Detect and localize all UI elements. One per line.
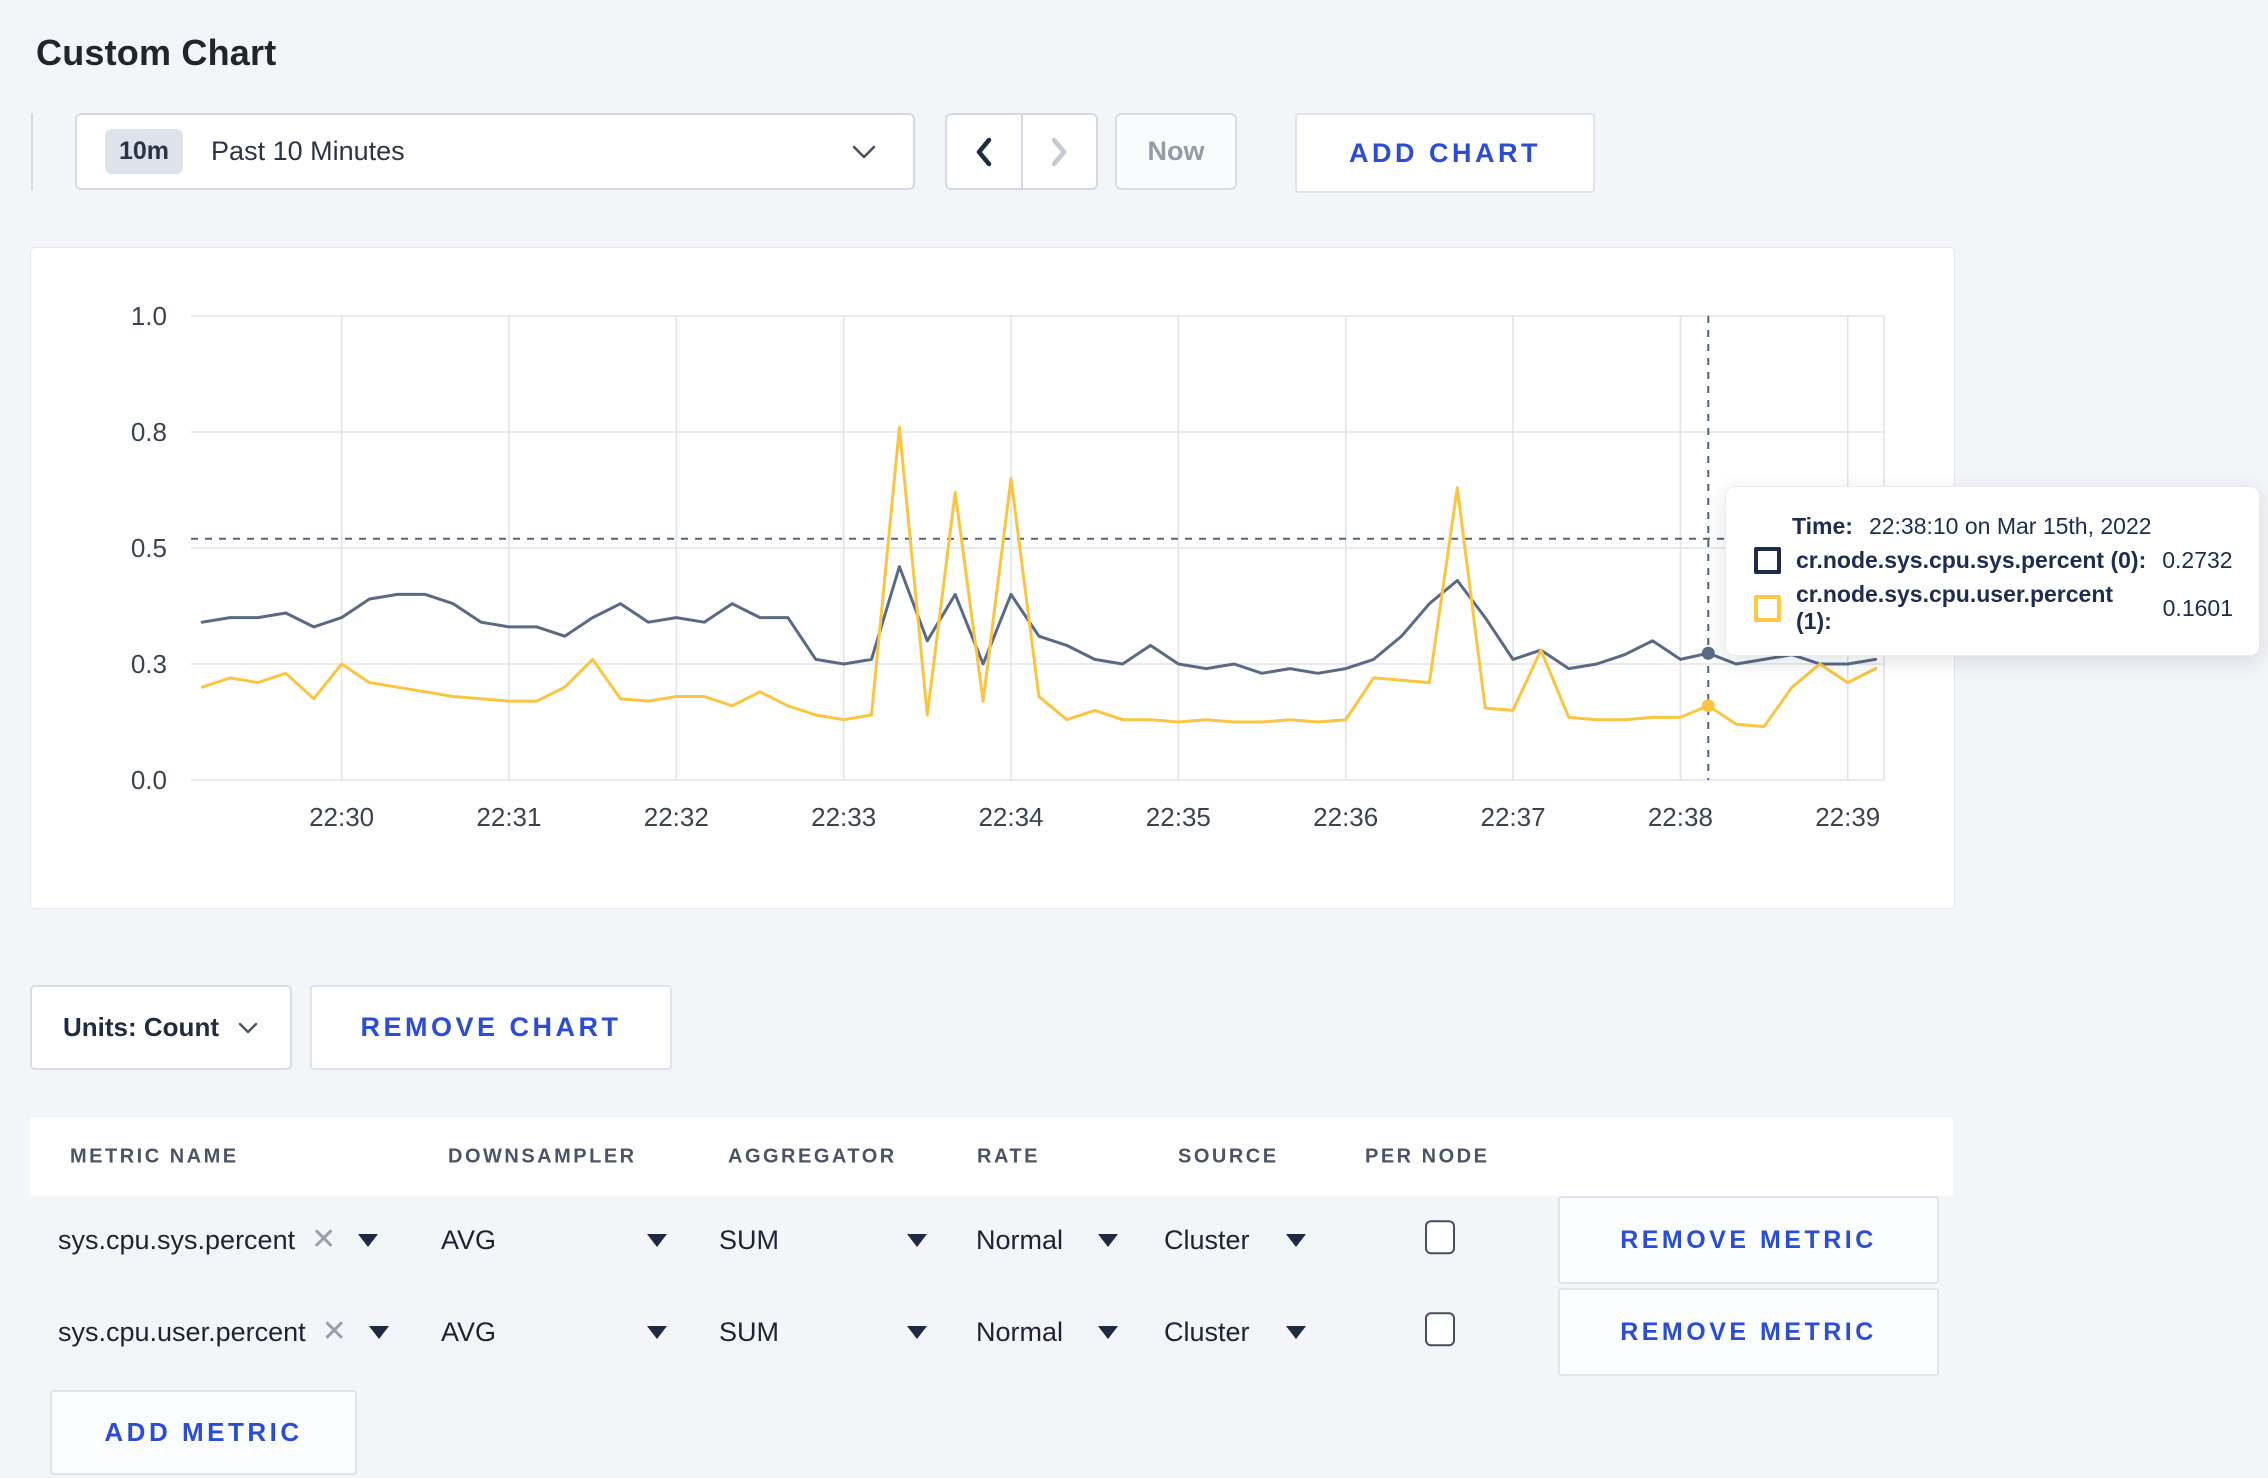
tooltip-time-label: Time: [1792, 513, 1853, 539]
downsampler-select[interactable]: AVG [441, 1196, 667, 1284]
svg-text:22:30: 22:30 [309, 802, 374, 832]
aggregator-select[interactable]: SUM [719, 1288, 927, 1376]
aggregator-value: SUM [719, 1224, 779, 1255]
aggregator-select[interactable]: SUM [719, 1196, 927, 1284]
toolbar-divider [31, 113, 33, 190]
sys-series-swatch-icon [1754, 547, 1781, 574]
downsampler-value: AVG [441, 1316, 497, 1347]
source-value: Cluster [1164, 1224, 1250, 1255]
aggregator-value: SUM [719, 1316, 779, 1347]
downsampler-select[interactable]: AVG [441, 1288, 667, 1376]
downsampler-value: AVG [441, 1224, 497, 1255]
svg-text:22:32: 22:32 [644, 802, 709, 832]
source-select[interactable]: Cluster [1164, 1196, 1306, 1284]
caret-down-icon [647, 1233, 667, 1247]
time-window-selector[interactable]: 10m Past 10 Minutes [75, 113, 915, 190]
chevron-left-icon [976, 137, 991, 166]
svg-text:0.0: 0.0 [131, 765, 167, 795]
metric-name-select[interactable]: sys.cpu.sys.percent ✕ [58, 1196, 379, 1284]
svg-text:22:31: 22:31 [476, 802, 541, 832]
column-header-rate: RATE [977, 1145, 1040, 1168]
chevron-down-icon [852, 145, 876, 158]
caret-down-icon[interactable] [358, 1233, 379, 1247]
clear-metric-icon[interactable]: ✕ [321, 1315, 347, 1348]
tooltip-metric-label: cr.node.sys.cpu.user.percent (1): [1796, 581, 2114, 634]
caret-down-icon [1286, 1233, 1306, 1247]
source-select[interactable]: Cluster [1164, 1288, 1306, 1376]
svg-text:22:35: 22:35 [1146, 802, 1211, 832]
svg-text:22:33: 22:33 [811, 802, 876, 832]
column-header-source: SOURCE [1178, 1145, 1279, 1168]
metric-name-value: sys.cpu.sys.percent [58, 1224, 296, 1255]
column-header-per-node: PER NODE [1365, 1145, 1490, 1168]
tooltip-time-row: Time: 22:38:10 on Mar 15th, 2022 [1792, 513, 2233, 540]
remove-metric-button[interactable]: REMOVE METRIC [1558, 1196, 1939, 1284]
rate-select[interactable]: Normal [976, 1196, 1118, 1284]
tooltip-series-row: cr.node.sys.cpu.sys.percent (0): 0.2732 [1754, 547, 2233, 574]
page-title: Custom Chart [36, 32, 277, 74]
caret-down-icon [1098, 1233, 1118, 1247]
svg-text:1.0: 1.0 [131, 301, 167, 331]
chart-card: 0.0 0.3 0.5 0.8 1.0 22:30 22:31 22:32 22:33 22:34… [30, 247, 1955, 909]
column-header-aggregator: AGGREGATOR [728, 1145, 897, 1168]
column-header-metric-name: METRIC NAME [70, 1145, 239, 1168]
caret-down-icon [1098, 1325, 1118, 1339]
chart-plot[interactable]: 0.0 0.3 0.5 0.8 1.0 22:30 22:31 22:32 22:33 22:34… [31, 248, 1954, 908]
svg-text:0.8: 0.8 [131, 417, 167, 447]
svg-text:22:36: 22:36 [1313, 802, 1378, 832]
time-window-badge: 10m [105, 129, 184, 174]
metric-name-value: sys.cpu.user.percent [58, 1316, 306, 1347]
caret-down-icon[interactable] [368, 1325, 389, 1339]
units-selector[interactable]: Units: Count [30, 985, 292, 1070]
add-metric-button[interactable]: ADD METRIC [50, 1390, 357, 1475]
caret-down-icon [647, 1325, 667, 1339]
svg-text:0.3: 0.3 [131, 649, 167, 679]
column-header-downsampler: DOWNSAMPLER [448, 1145, 637, 1168]
per-node-checkbox[interactable] [1425, 1312, 1455, 1347]
metric-name-select[interactable]: sys.cpu.user.percent ✕ [58, 1288, 389, 1376]
chart-tooltip: Time: 22:38:10 on Mar 15th, 2022 cr.node.… [1725, 486, 2260, 656]
tooltip-series-row: cr.node.sys.cpu.user.percent (1): 0.1601 [1754, 581, 2233, 635]
caret-down-icon [1286, 1325, 1306, 1339]
rate-value: Normal [976, 1316, 1064, 1347]
tooltip-metric-value: 0.1601 [2162, 594, 2233, 621]
rate-value: Normal [976, 1224, 1064, 1255]
time-window-label: Past 10 Minutes [211, 136, 405, 166]
rate-select[interactable]: Normal [976, 1288, 1118, 1376]
source-value: Cluster [1164, 1316, 1250, 1347]
add-chart-button[interactable]: ADD CHART [1295, 113, 1595, 193]
svg-text:22:37: 22:37 [1481, 802, 1546, 832]
remove-chart-button[interactable]: REMOVE CHART [310, 985, 672, 1070]
tooltip-metric-value: 0.2732 [2162, 547, 2233, 573]
tooltip-metric-label: cr.node.sys.cpu.sys.percent (0): [1796, 547, 2147, 573]
units-label: Units: Count [63, 1012, 219, 1042]
chevron-down-icon [238, 1022, 258, 1033]
metric-row: sys.cpu.sys.percent ✕ AVG SUM Normal Clu… [0, 1196, 2268, 1284]
caret-down-icon [907, 1233, 927, 1247]
metric-row: sys.cpu.user.percent ✕ AVG SUM Normal Cl… [0, 1288, 2268, 1376]
per-node-checkbox[interactable] [1425, 1220, 1455, 1255]
svg-text:22:38: 22:38 [1648, 802, 1713, 832]
caret-down-icon [907, 1325, 927, 1339]
next-time-button[interactable] [1023, 115, 1097, 188]
metrics-table-header: METRIC NAME DOWNSAMPLER AGGREGATOR RATE … [30, 1118, 1953, 1196]
tooltip-time-value: 22:38:10 on Mar 15th, 2022 [1868, 513, 2152, 539]
remove-metric-button[interactable]: REMOVE METRIC [1558, 1288, 1939, 1376]
chevron-right-icon [1052, 137, 1067, 166]
prev-time-button[interactable] [947, 115, 1023, 188]
clear-metric-icon[interactable]: ✕ [311, 1223, 337, 1256]
now-button[interactable]: Now [1115, 113, 1237, 190]
svg-text:0.5: 0.5 [131, 533, 167, 563]
svg-text:22:34: 22:34 [978, 802, 1043, 832]
user-series-swatch-icon [1754, 594, 1781, 622]
svg-text:22:39: 22:39 [1815, 802, 1880, 832]
time-nav-group [945, 113, 1098, 190]
